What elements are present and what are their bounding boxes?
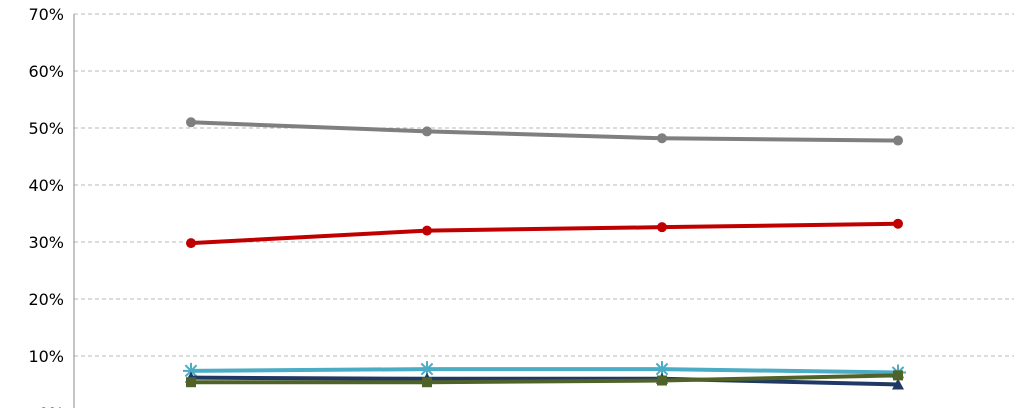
y-tick-label: 70% bbox=[28, 5, 64, 24]
series-line bbox=[189, 120, 900, 143]
data-point bbox=[422, 377, 432, 388]
series-line bbox=[189, 373, 900, 385]
series-group bbox=[183, 117, 906, 390]
data-point bbox=[654, 361, 670, 378]
y-tick-label: 30% bbox=[28, 233, 64, 252]
data-point bbox=[186, 238, 196, 249]
series-1 bbox=[186, 117, 903, 146]
data-point bbox=[422, 225, 432, 236]
data-point bbox=[186, 117, 196, 128]
data-point bbox=[657, 222, 667, 233]
y-tick-label: 60% bbox=[28, 62, 64, 81]
data-point bbox=[892, 378, 904, 390]
data-point bbox=[422, 126, 432, 137]
data-point bbox=[657, 133, 667, 144]
series-line bbox=[189, 367, 900, 375]
y-tick-label: 0% bbox=[39, 404, 64, 408]
gridlines bbox=[74, 13, 1014, 357]
y-tick-label: 20% bbox=[28, 290, 64, 309]
data-point bbox=[893, 218, 903, 229]
data-point bbox=[419, 361, 435, 378]
y-tick-label: 40% bbox=[28, 176, 64, 195]
y-axis-ticks: 0% 10% 20% 30% 40% 50% 60% 70% bbox=[28, 5, 64, 408]
data-point bbox=[183, 362, 199, 379]
y-tick-label: 50% bbox=[28, 119, 64, 138]
data-point bbox=[186, 377, 196, 388]
data-point bbox=[657, 375, 667, 386]
y-tick-label: 10% bbox=[28, 347, 64, 366]
series-line bbox=[189, 221, 900, 246]
series-line bbox=[189, 375, 900, 387]
series-5 bbox=[186, 370, 903, 388]
data-point bbox=[893, 135, 903, 146]
data-point bbox=[893, 370, 903, 381]
series-2 bbox=[186, 218, 903, 249]
